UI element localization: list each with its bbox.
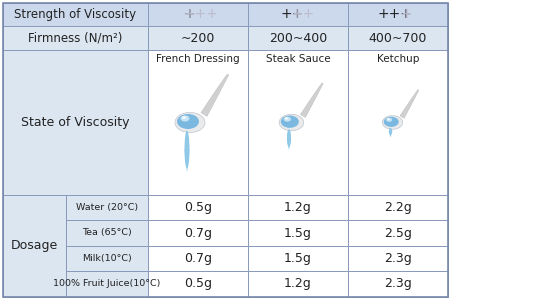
Text: ++: ++ bbox=[281, 8, 304, 21]
Text: 2.3g: 2.3g bbox=[384, 278, 412, 290]
Ellipse shape bbox=[284, 117, 291, 122]
Bar bbox=[148, 26, 248, 50]
Bar bbox=[248, 50, 348, 195]
Bar bbox=[248, 220, 348, 246]
Bar bbox=[66, 271, 148, 297]
Text: 0.7g: 0.7g bbox=[184, 252, 212, 265]
Text: 1.5g: 1.5g bbox=[284, 252, 312, 265]
Text: ++: ++ bbox=[292, 8, 315, 21]
Bar bbox=[66, 195, 148, 220]
Text: +: + bbox=[184, 8, 195, 21]
Text: 2.5g: 2.5g bbox=[384, 226, 412, 240]
Text: +++: +++ bbox=[183, 8, 218, 21]
Text: 2.2g: 2.2g bbox=[384, 201, 412, 214]
Text: Milk(10°C): Milk(10°C) bbox=[82, 254, 132, 263]
Ellipse shape bbox=[180, 116, 190, 122]
Bar bbox=[348, 246, 448, 271]
Bar bbox=[348, 271, 448, 297]
Bar bbox=[148, 50, 248, 195]
Text: State of Viscosity: State of Viscosity bbox=[21, 116, 130, 129]
Text: +: + bbox=[401, 8, 412, 21]
Ellipse shape bbox=[384, 117, 399, 127]
Bar bbox=[248, 195, 348, 220]
Ellipse shape bbox=[285, 117, 288, 119]
Bar bbox=[348, 220, 448, 246]
Ellipse shape bbox=[386, 118, 392, 122]
Polygon shape bbox=[300, 83, 323, 117]
Bar bbox=[3, 50, 148, 195]
Text: Ketchup: Ketchup bbox=[377, 54, 419, 64]
Polygon shape bbox=[185, 150, 190, 172]
Text: Steak Sauce: Steak Sauce bbox=[266, 54, 330, 64]
Ellipse shape bbox=[287, 129, 291, 147]
Bar bbox=[66, 220, 148, 246]
Polygon shape bbox=[201, 74, 228, 116]
Bar bbox=[348, 26, 448, 50]
Text: 100% Fruit Juice(10°C): 100% Fruit Juice(10°C) bbox=[53, 280, 161, 288]
Ellipse shape bbox=[279, 114, 303, 131]
Ellipse shape bbox=[382, 116, 403, 129]
Bar bbox=[3, 195, 66, 297]
Bar bbox=[148, 195, 248, 220]
Text: 1.2g: 1.2g bbox=[284, 201, 312, 214]
Text: +++: +++ bbox=[378, 8, 413, 21]
Bar bbox=[248, 3, 348, 26]
Text: Strength of Viscosity: Strength of Viscosity bbox=[15, 8, 137, 21]
Polygon shape bbox=[287, 138, 291, 150]
Text: 0.7g: 0.7g bbox=[184, 226, 212, 240]
Text: ~200: ~200 bbox=[181, 32, 215, 45]
Text: 1.2g: 1.2g bbox=[284, 278, 312, 290]
Text: French Dressing: French Dressing bbox=[156, 54, 240, 64]
Bar bbox=[148, 246, 248, 271]
Text: 1.5g: 1.5g bbox=[284, 226, 312, 240]
Text: 2.3g: 2.3g bbox=[384, 252, 412, 265]
Bar bbox=[66, 246, 148, 271]
Ellipse shape bbox=[185, 131, 190, 169]
Text: 400~700: 400~700 bbox=[369, 32, 427, 45]
Bar bbox=[248, 271, 348, 297]
Ellipse shape bbox=[182, 116, 186, 119]
Text: Tea (65°C): Tea (65°C) bbox=[82, 228, 132, 237]
Bar bbox=[148, 271, 248, 297]
Bar bbox=[348, 50, 448, 195]
Bar bbox=[3, 3, 448, 297]
Text: Water (20°C): Water (20°C) bbox=[76, 203, 138, 212]
Text: Firmness (N/m²): Firmness (N/m²) bbox=[28, 32, 123, 45]
Ellipse shape bbox=[175, 113, 205, 132]
Text: 200~400: 200~400 bbox=[269, 32, 327, 45]
Polygon shape bbox=[389, 131, 392, 138]
Polygon shape bbox=[400, 90, 419, 118]
Bar bbox=[248, 246, 348, 271]
Ellipse shape bbox=[389, 128, 392, 135]
Ellipse shape bbox=[177, 114, 199, 129]
Text: 0.5g: 0.5g bbox=[184, 278, 212, 290]
Bar bbox=[148, 220, 248, 246]
Bar bbox=[3, 3, 148, 26]
Bar bbox=[248, 26, 348, 50]
Ellipse shape bbox=[387, 118, 390, 120]
Bar bbox=[148, 3, 248, 26]
Ellipse shape bbox=[281, 116, 299, 128]
Text: Dosage: Dosage bbox=[11, 240, 58, 253]
Text: 0.5g: 0.5g bbox=[184, 201, 212, 214]
Bar bbox=[3, 26, 148, 50]
Bar bbox=[348, 195, 448, 220]
Bar bbox=[348, 3, 448, 26]
